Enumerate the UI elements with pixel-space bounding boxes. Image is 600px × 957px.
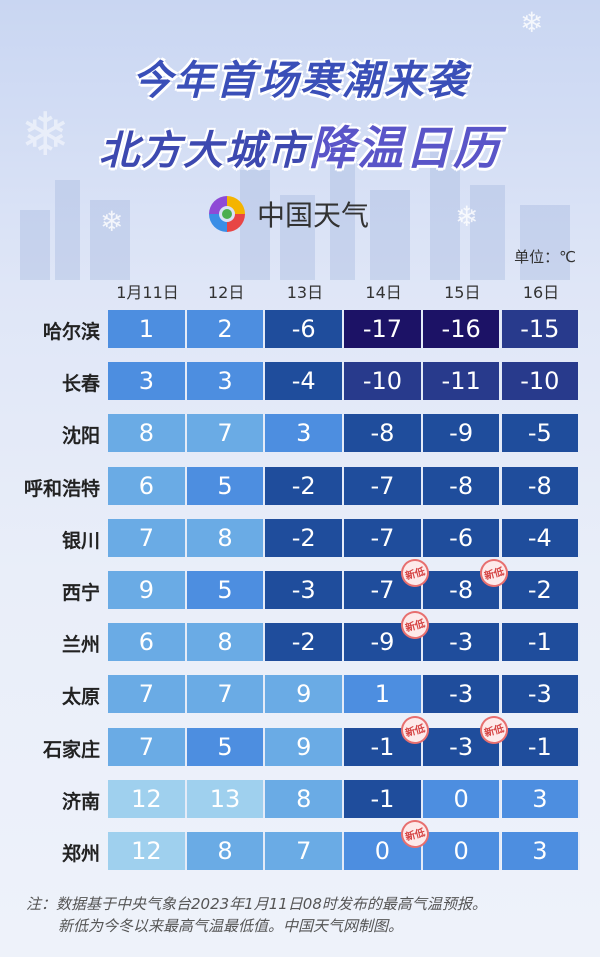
temperature-cell: 7 (108, 518, 187, 557)
temperature-cell: -9 (422, 414, 502, 453)
temperature-cell: -3 (265, 571, 345, 609)
temperature-cell: 7 (265, 832, 345, 870)
logo-text: 中国天气 (257, 199, 370, 232)
column-header: 16日 (522, 283, 560, 302)
temperature-cell: 1 (108, 310, 187, 348)
temperature-cell: -5 (501, 414, 581, 453)
temperature-cell: 5 (186, 466, 266, 505)
row-label: 沈阳 (61, 425, 100, 448)
column-header: 13日 (286, 283, 324, 302)
row-label: 长春 (61, 373, 100, 396)
temperature-cell: -8 (422, 466, 502, 505)
logo-swirl-icon (209, 196, 245, 232)
city-skyline-decoration (20, 150, 570, 280)
temperature-cell: -15 (501, 310, 581, 348)
temperature-cell: 5 (186, 727, 266, 766)
footnote-line-1: 注：数据基于中央气象台2023年1月11日08时发布的最高气温预报。 (26, 895, 487, 913)
row-label: 郑州 (61, 843, 100, 865)
temperature-cell: 8 (108, 414, 187, 453)
temperature-cell: 5 (186, 571, 266, 609)
temperature-cell: 3 (501, 832, 581, 870)
temperature-cell: 6 (108, 623, 187, 662)
temperature-cell: -1 (501, 727, 581, 766)
temperature-cell: 7 (108, 727, 187, 766)
row-label: 兰州 (61, 634, 100, 657)
temperature-cell: -3 (422, 675, 502, 714)
temperature-cell: -7 (344, 518, 423, 557)
temperature-cell: -3 (501, 675, 581, 714)
snowflake-icon: ❄ (100, 205, 124, 238)
temperature-cell: 0 (422, 779, 502, 818)
row-label: 济南 (61, 790, 100, 813)
temperature-cell: -2 (265, 518, 345, 557)
temperature-cell: -2 (265, 623, 345, 662)
temperature-cell: -4 (265, 362, 345, 401)
temperature-cell: 9 (265, 675, 345, 714)
temperature-cell: -10 (344, 362, 423, 401)
temperature-cell: 8 (265, 779, 345, 818)
temperature-cell: 0 (422, 832, 502, 870)
row-label: 太原 (61, 686, 100, 709)
snowflake-icon: ❄ (520, 6, 544, 39)
temperature-cell: 8 (186, 518, 266, 557)
temperature-cell: 13 (186, 779, 266, 818)
row-label: 石家庄 (42, 738, 100, 761)
unit-label: 单位：℃ (514, 248, 576, 266)
column-header: 12日 (208, 283, 245, 302)
temperature-cell: -8 (501, 466, 581, 505)
temperature-cell: 8 (186, 832, 266, 870)
temperature-cell: -2 (501, 571, 581, 609)
footnote: 注：数据基于中央气象台2023年1月11日08时发布的最高气温预报。 新低为今冬… (26, 893, 487, 937)
row-label: 西宁 (61, 582, 100, 604)
temperature-cell: -4 (501, 518, 581, 557)
temperature-cell: 7 (108, 675, 187, 714)
temperature-cell: 12 (108, 779, 187, 818)
temperature-cell: -8 (422, 571, 502, 609)
temperature-cell: 3 (186, 362, 266, 401)
temperature-cell: 7 (186, 675, 266, 714)
temperature-cell: -3 (422, 623, 502, 662)
column-header: 15日 (444, 283, 481, 302)
row-label: 哈尔滨 (42, 321, 100, 343)
temperature-cell: 1 (344, 675, 423, 714)
temperature-cell: -8 (344, 414, 423, 453)
temperature-cell: 2 (186, 310, 266, 348)
temperature-cell: 9 (265, 727, 345, 766)
column-header: 1月11日 (116, 283, 179, 302)
temperature-cell: -6 (265, 310, 345, 348)
row-label: 呼和浩特 (23, 477, 100, 500)
temperature-cell: -16 (422, 310, 502, 348)
column-header: 14日 (365, 283, 402, 302)
footnote-line-2: 新低为今冬以来最高气温最低值。中国天气网制图。 (58, 917, 404, 935)
temperature-cell: -7 (344, 466, 423, 505)
snowflake-icon: ❄ (20, 100, 71, 170)
title-line-2-a: 北方大城市 (99, 128, 309, 174)
temperature-cell: -1 (501, 623, 581, 662)
temperature-cell: -17 (344, 310, 423, 348)
temperature-cell: 12 (108, 832, 187, 870)
temperature-cell: -11 (422, 362, 502, 401)
temperature-cell: -10 (501, 362, 581, 401)
temperature-cell: -6 (422, 518, 502, 557)
title-line-1: 今年首场寒潮来袭 (132, 58, 468, 104)
temperature-cell: 8 (186, 623, 266, 662)
title-line-2: 北方大城市降温日历 (0, 112, 600, 178)
row-label: 银川 (61, 529, 100, 552)
china-weather-logo: 中国天气 (205, 192, 369, 236)
temperature-cell: 3 (501, 779, 581, 818)
temperature-cell: 7 (186, 414, 266, 453)
temperature-cell: 9 (108, 571, 187, 609)
temperature-cell: 3 (108, 362, 187, 401)
temperature-cell: 6 (108, 466, 187, 505)
title-line-2-b: 降温日历 (309, 121, 501, 175)
temperature-cell: -1 (344, 779, 423, 818)
snowflake-icon: ❄ (455, 200, 479, 233)
temperature-cell: 3 (265, 414, 345, 453)
temperature-cell: -2 (265, 466, 345, 505)
